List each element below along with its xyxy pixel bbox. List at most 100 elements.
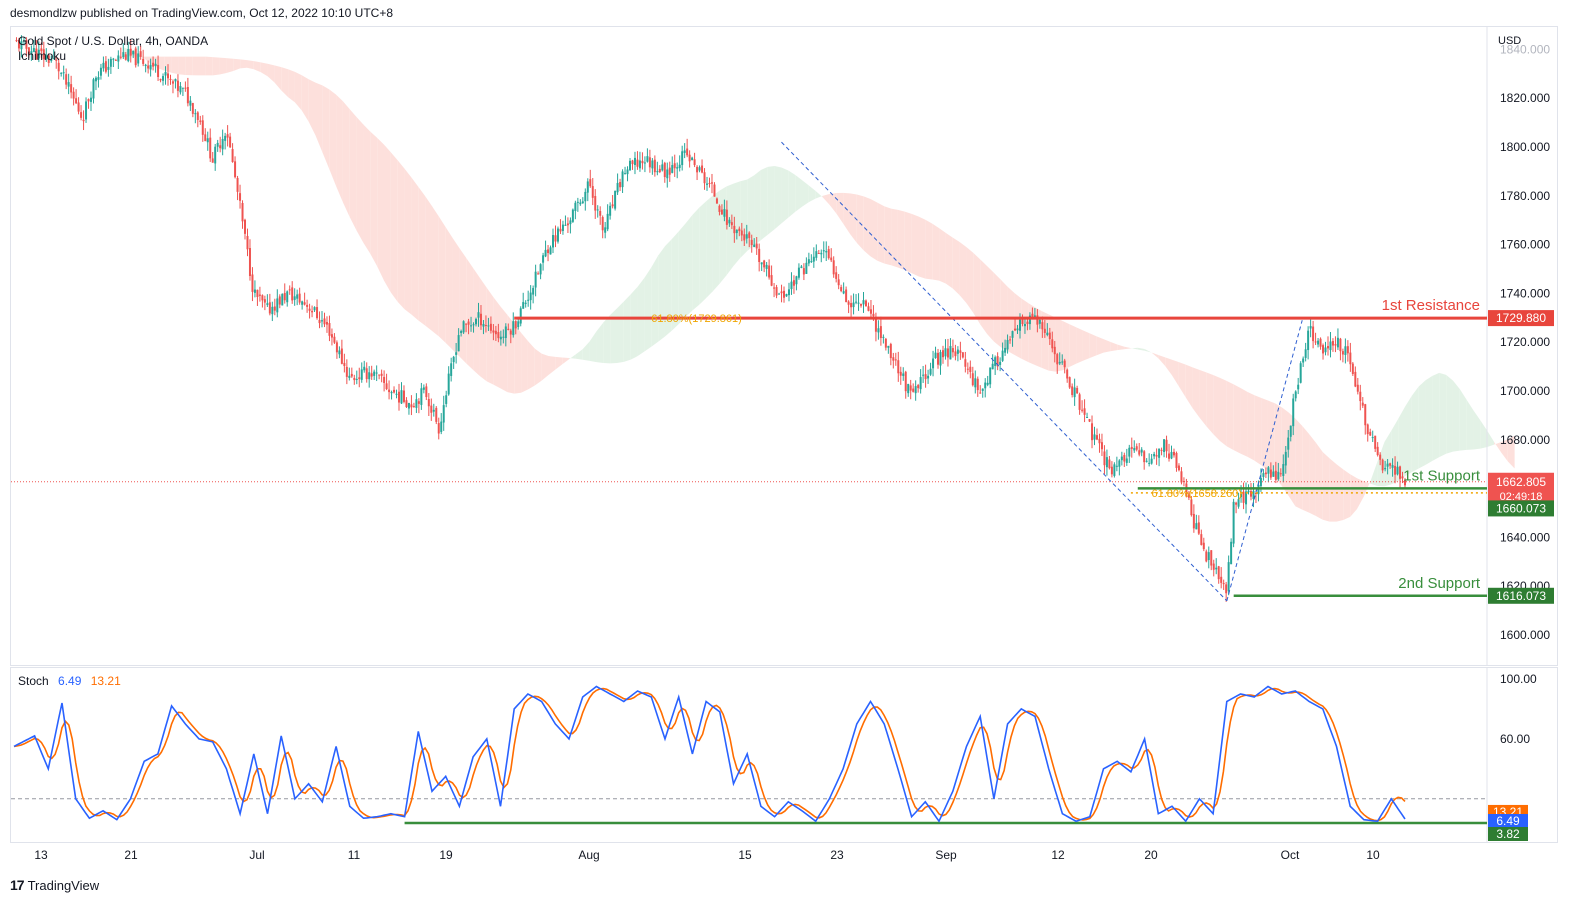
indicator-name[interactable]: Ichimoku xyxy=(18,49,67,63)
cloud-segment xyxy=(212,57,220,76)
candle-body xyxy=(1128,447,1131,457)
cloud-segment xyxy=(829,192,837,214)
cloud-segment xyxy=(589,331,597,363)
candle-body xyxy=(157,65,160,77)
candle-body xyxy=(671,165,674,173)
candle-body xyxy=(810,261,813,263)
cloud-segment xyxy=(1322,452,1330,522)
candle-body xyxy=(67,82,70,87)
support-1-price-tag-bg xyxy=(1488,500,1554,517)
candle-body xyxy=(703,172,706,184)
x-tick-label: 19 xyxy=(439,848,453,862)
stoch-legend[interactable]: Stoch 6.49 13.21 xyxy=(18,674,121,688)
cloud-segment xyxy=(699,201,707,305)
candle-body xyxy=(1058,361,1061,364)
cloud-segment xyxy=(1172,359,1179,387)
candle-body xyxy=(1401,476,1404,479)
footer-brand[interactable]: 17 TradingView xyxy=(10,877,99,893)
symbol-title[interactable]: Gold Spot / U.S. Dollar, 4h, OANDA xyxy=(18,34,209,48)
candle-body xyxy=(909,385,912,391)
candle-body xyxy=(1339,338,1342,352)
candle-body xyxy=(999,361,1002,365)
candle-body xyxy=(641,160,644,164)
candle-body xyxy=(15,40,18,42)
candle-body xyxy=(1232,501,1235,544)
cloud-segment xyxy=(932,223,940,281)
ichimoku-cloud xyxy=(123,47,1515,522)
cloud-segment xyxy=(856,194,864,251)
candle-body xyxy=(668,167,671,175)
candle-body xyxy=(383,377,386,383)
price-tick-label: 1800.000 xyxy=(1500,140,1550,154)
candle-body xyxy=(586,181,589,193)
last-price-tag: 1662.805 xyxy=(1496,475,1546,489)
candle-body xyxy=(547,249,550,254)
candle-body xyxy=(1138,450,1141,455)
candle-body xyxy=(1267,467,1270,474)
candle-body xyxy=(313,307,316,311)
candle-body xyxy=(32,48,35,52)
candle-body xyxy=(1175,452,1178,468)
candle-body xyxy=(460,331,463,334)
cloud-segment xyxy=(603,314,611,364)
candle-body xyxy=(994,357,997,366)
candle-body xyxy=(149,64,152,70)
candle-body xyxy=(323,318,326,325)
cloud-segment xyxy=(1062,320,1070,371)
cloud-segment xyxy=(1377,441,1385,487)
candle-body xyxy=(790,281,793,290)
candle-body xyxy=(52,58,55,60)
cloud-segment xyxy=(349,109,357,231)
stoch-k-value: 6.49 xyxy=(58,674,82,688)
cloud-segment xyxy=(671,231,679,331)
candle-body xyxy=(308,308,311,311)
cloud-segment xyxy=(644,267,652,352)
candle-body xyxy=(1399,466,1402,479)
candle-body xyxy=(1324,347,1327,353)
candle-body xyxy=(760,262,763,265)
candle-body xyxy=(877,328,880,333)
candle-body xyxy=(154,63,157,67)
price-chart-panel[interactable] xyxy=(10,26,1558,666)
candle-body xyxy=(864,300,867,307)
cloud-segment xyxy=(384,144,391,293)
candle-body xyxy=(216,142,219,147)
candle-body xyxy=(830,257,833,261)
candle-body xyxy=(1202,542,1205,550)
support-2-price-tag-bg xyxy=(1488,587,1554,604)
cloud-segment xyxy=(849,193,857,243)
candle-body xyxy=(1078,394,1081,410)
stoch-tick-label: 100.00 xyxy=(1500,672,1537,686)
candle-body xyxy=(638,160,641,169)
candle-body xyxy=(1172,451,1175,456)
candle-body xyxy=(1018,319,1021,331)
price-tick-label: 1640.000 xyxy=(1500,530,1550,544)
candle-body xyxy=(45,55,48,60)
candle-body xyxy=(1215,567,1218,570)
cloud-segment xyxy=(1267,400,1275,478)
candle-body xyxy=(629,160,632,171)
candle-body xyxy=(706,183,709,185)
candle-body xyxy=(221,138,224,150)
candle-body xyxy=(1269,469,1272,478)
candle-body xyxy=(750,239,753,246)
candle-body xyxy=(1282,464,1285,477)
candle-body xyxy=(425,386,428,398)
candle-body xyxy=(817,252,820,254)
candle-body xyxy=(1180,471,1183,483)
cloud-segment xyxy=(877,202,885,264)
candle-body xyxy=(991,363,994,370)
cloud-segment xyxy=(1158,354,1166,366)
candle-body xyxy=(378,374,381,376)
candle-body xyxy=(1088,419,1091,422)
cloud-segment xyxy=(555,356,563,370)
candle-body xyxy=(422,387,425,390)
candle-body xyxy=(204,134,207,142)
candle-body xyxy=(653,159,656,173)
candle-body xyxy=(927,375,930,379)
cloud-segment xyxy=(370,131,378,267)
cloud-segment xyxy=(610,308,617,364)
candle-body xyxy=(1004,347,1007,353)
candle-body xyxy=(691,157,694,161)
stoch-panel[interactable] xyxy=(10,667,1558,843)
